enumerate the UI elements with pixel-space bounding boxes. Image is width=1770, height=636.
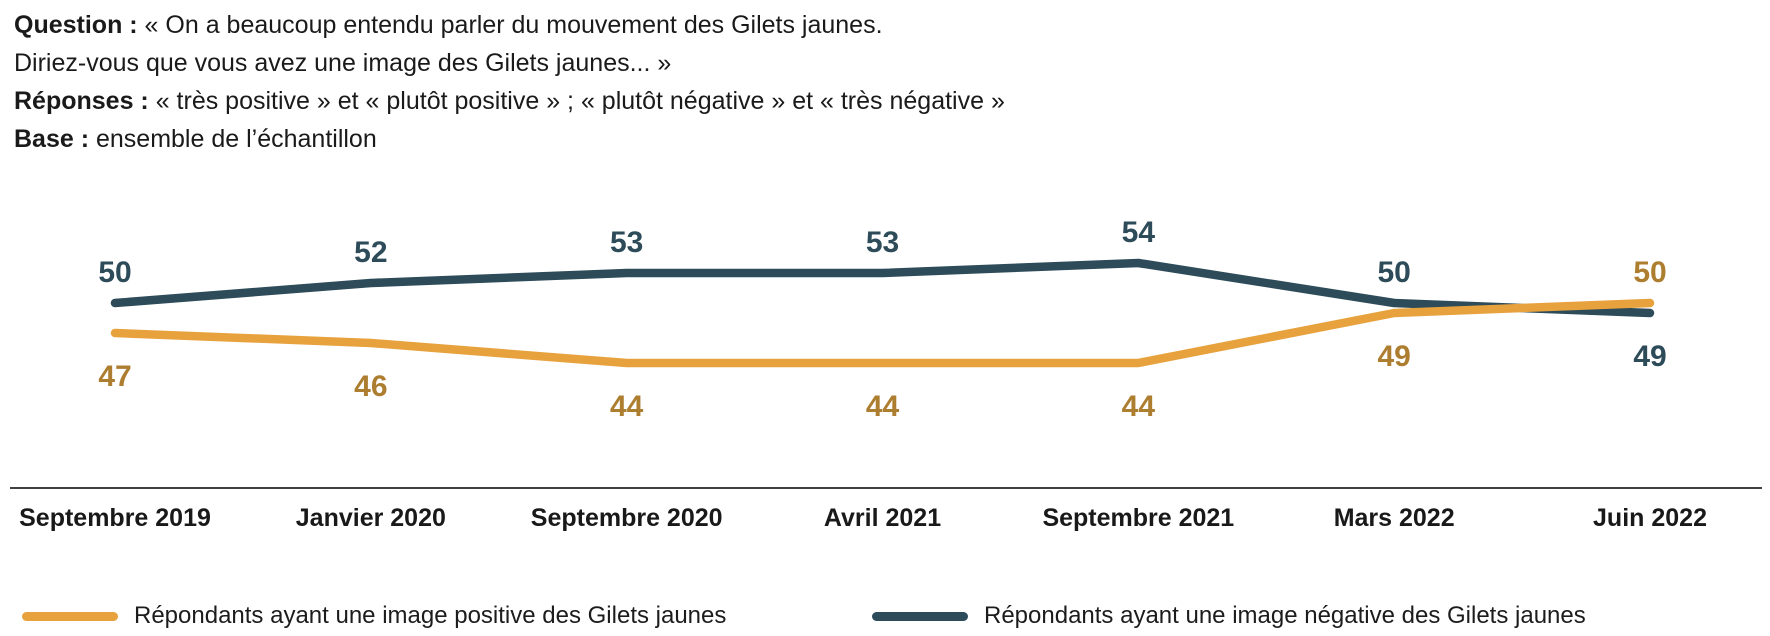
x-axis-label: Juin 2022	[1593, 504, 1707, 532]
positive-value-label: 44	[609, 390, 644, 423]
question-line-2: Diriez-vous que vous avez une image des …	[14, 44, 1750, 82]
legend-label-positive: Répondants ayant une image positive des …	[134, 602, 727, 629]
negative-value-label: 50	[1377, 256, 1411, 289]
positive-value-label: 44	[865, 390, 900, 423]
negative-value-label: 52	[354, 236, 388, 269]
negative-value-label: 53	[865, 226, 900, 259]
base-label: Base :	[14, 125, 90, 153]
positive-value-label: 49	[1377, 340, 1411, 373]
base-text: ensemble de l’échantillon	[89, 125, 377, 153]
x-axis-label: Avril 2021	[823, 504, 942, 532]
x-axis-label: Mars 2022	[1333, 504, 1455, 532]
negative-series-swatch	[872, 611, 968, 621]
responses-text: « très positive » et « plutôt positive »…	[148, 87, 1005, 115]
x-axis-label: Septembre 2020	[530, 504, 723, 532]
positive-series-swatch	[22, 611, 118, 621]
negative-value-label: 54	[1121, 216, 1156, 249]
positive-value-label: 44	[1121, 390, 1156, 423]
question-label: Question :	[14, 11, 138, 39]
negative-value-label: 53	[609, 226, 644, 259]
legend-label-negative: Répondants ayant une image négative des …	[984, 602, 1586, 629]
base-line: Base : ensemble de l’échantillon	[14, 120, 1750, 158]
survey-header: Question : « On a beaucoup entendu parle…	[14, 6, 1750, 158]
x-axis-line	[10, 487, 1762, 489]
x-axis-label: Septembre 2019	[19, 504, 211, 532]
positive-value-label: 46	[354, 370, 388, 403]
legend-item-positive: Répondants ayant une image positive des …	[22, 598, 726, 634]
x-axis-label: Janvier 2020	[295, 504, 446, 532]
positive-value-label: 47	[98, 360, 132, 393]
legend-item-negative: Répondants ayant une image négative des …	[872, 598, 1586, 634]
question-text-1: « On a beaucoup entendu parler du mouvem…	[137, 11, 883, 39]
responses-label: Réponses :	[14, 87, 149, 115]
negative-value-label: 50	[98, 256, 132, 289]
positive-value-label: 50	[1633, 256, 1667, 289]
x-axis-label: Septembre 2021	[1042, 504, 1235, 532]
question-text-2: Diriez-vous que vous avez une image des …	[14, 49, 672, 77]
responses-line: Réponses : « très positive » et « plutôt…	[14, 82, 1750, 120]
question-line-1: Question : « On a beaucoup entendu parle…	[14, 6, 1750, 44]
negative-value-label: 49	[1633, 340, 1667, 373]
